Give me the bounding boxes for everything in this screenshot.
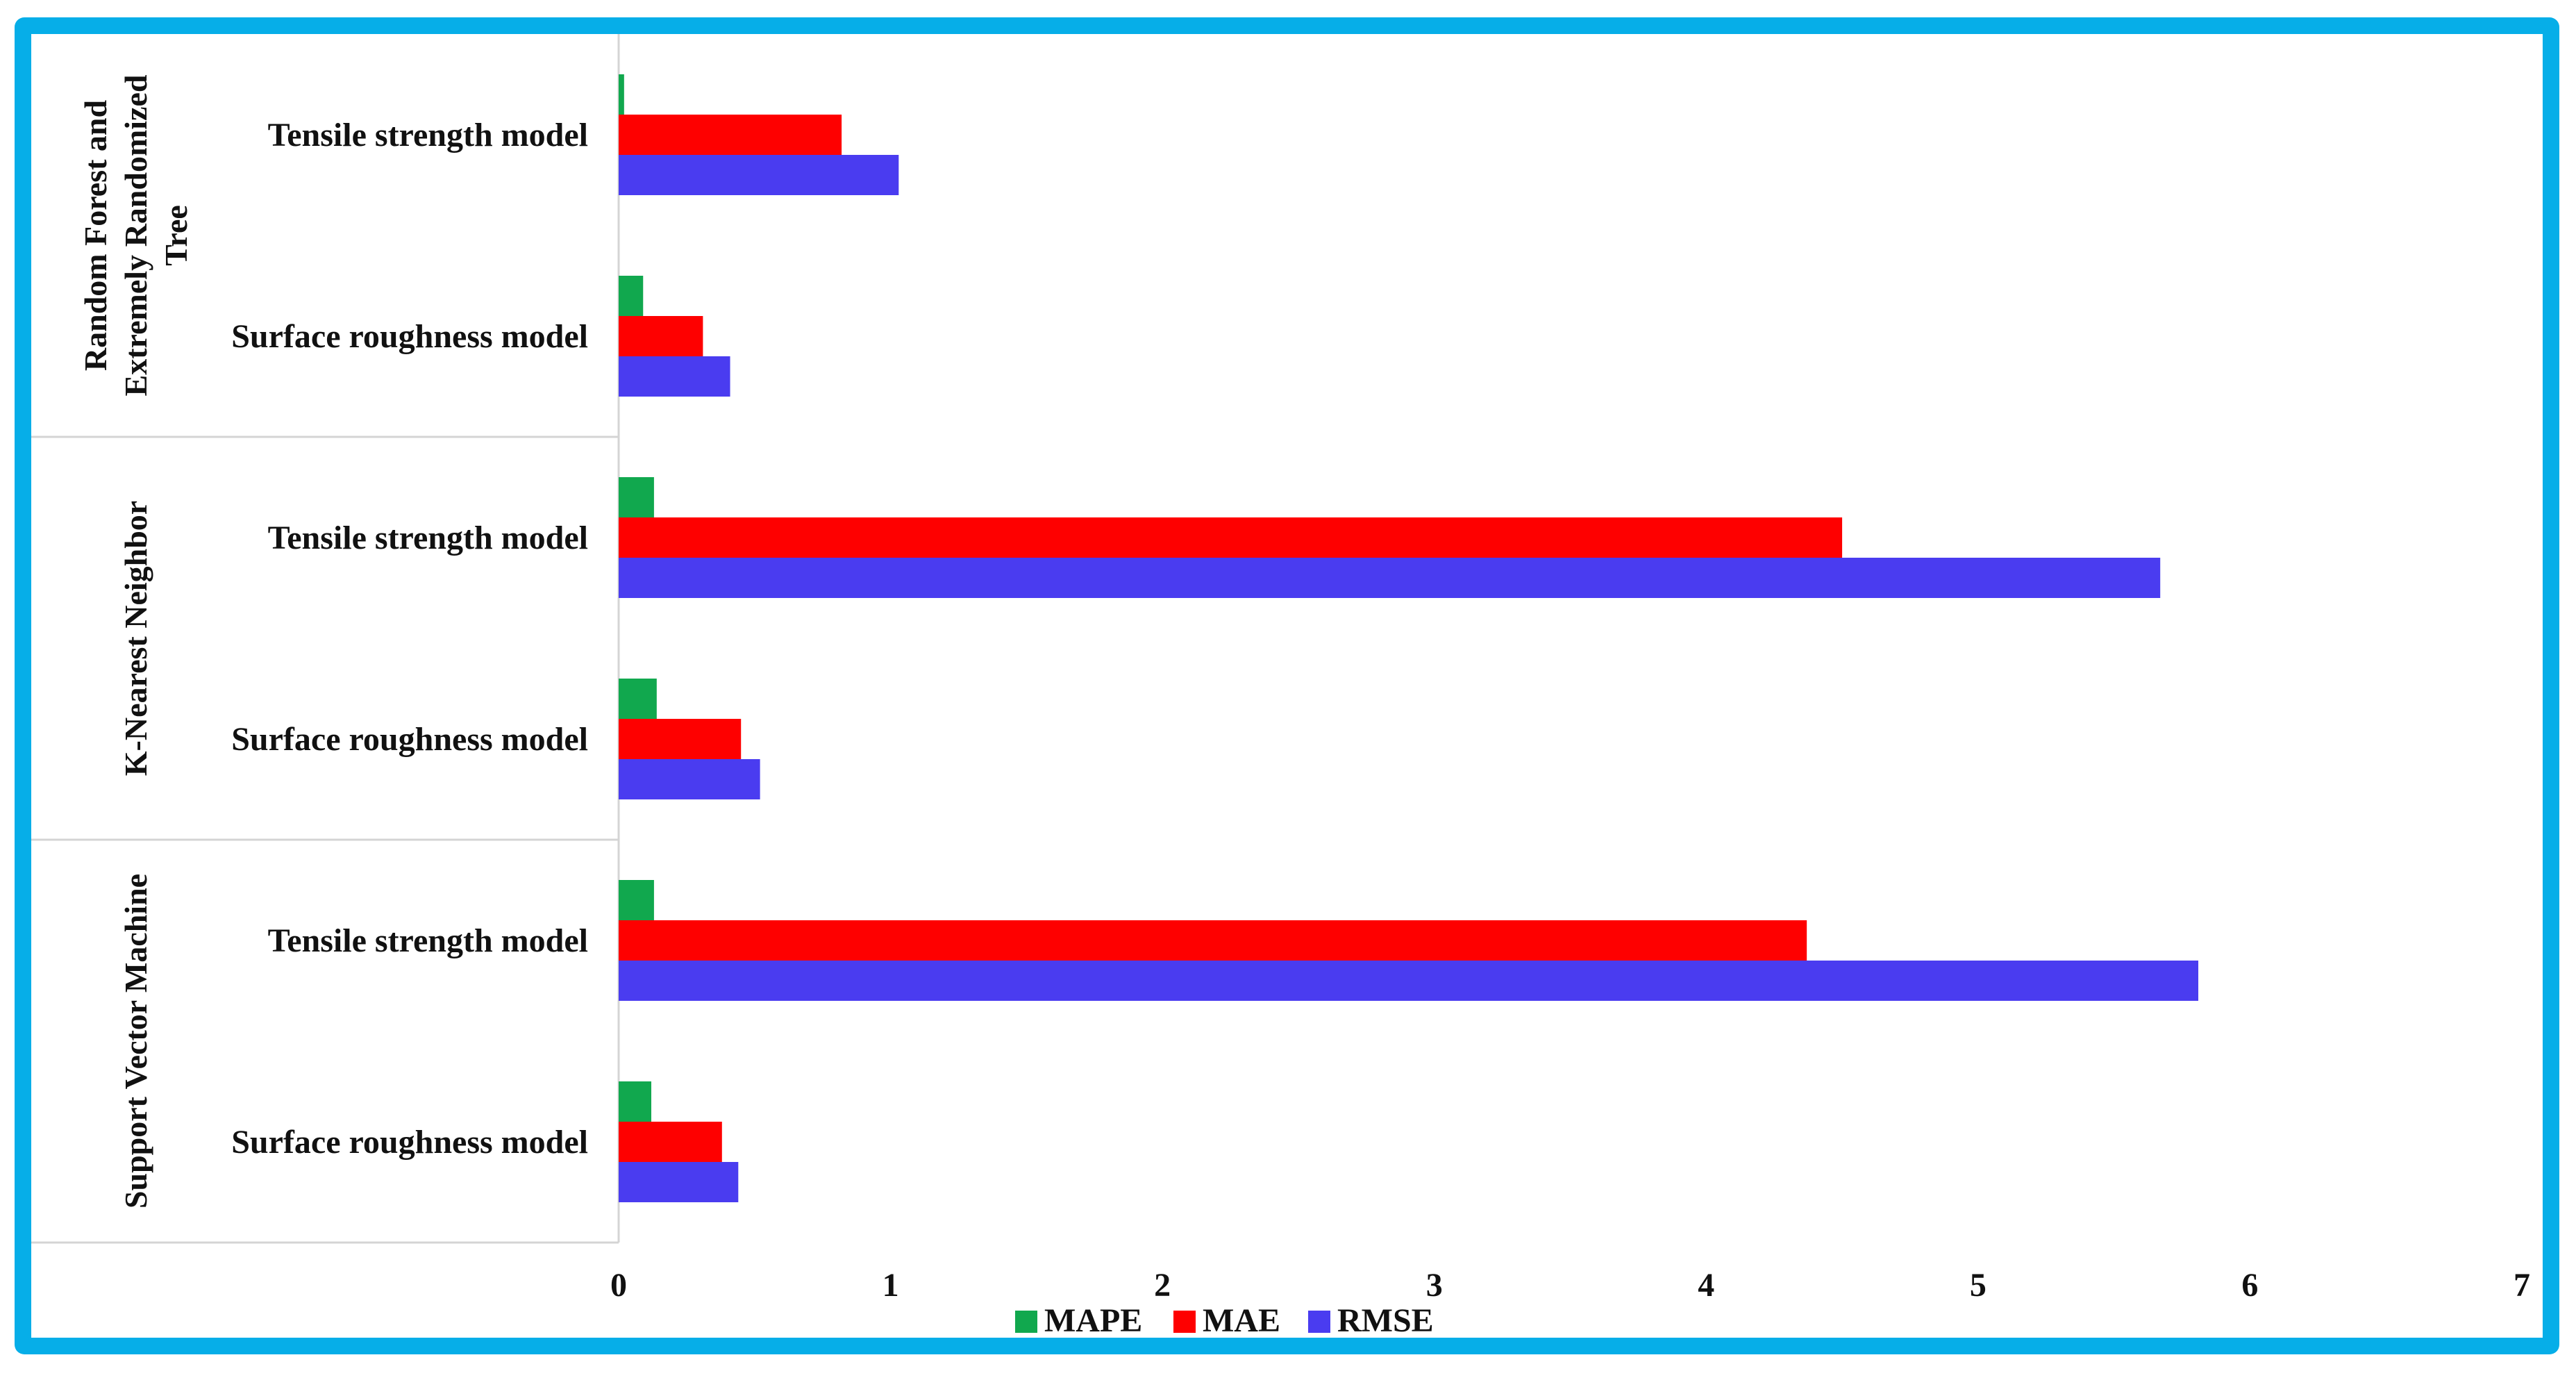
group-labels: Random Forest and Extremely Randomized Tre…: [78, 74, 194, 1209]
legend-label: MAPE: [1044, 1302, 1142, 1338]
bar-chart: Tensile strength model Surface roughness …: [31, 34, 2530, 1338]
category-label: Surface roughness model: [231, 318, 588, 355]
bar-rmse: [619, 558, 2161, 598]
bar-rmse: [619, 1162, 739, 1202]
x-tick-label: 7: [2514, 1267, 2530, 1304]
chart-frame: Tensile strength model Surface roughness …: [15, 17, 2559, 1354]
group-label-line: Extremely Randomized: [118, 74, 153, 396]
bar-mape: [619, 679, 657, 719]
bar-rmse: [619, 155, 899, 195]
x-tick-label: 5: [1970, 1267, 1987, 1304]
group-label-line: Random Forest and: [78, 99, 113, 371]
category-label: Surface roughness model: [231, 1124, 588, 1161]
legend: MAPE MAE RMSE: [1015, 1302, 1434, 1338]
bar-rmse: [619, 961, 2199, 1001]
bar-mape: [619, 1081, 651, 1122]
category-label: Tensile strength model: [268, 922, 588, 959]
legend-label: MAE: [1203, 1302, 1280, 1338]
bar-mape: [619, 276, 644, 316]
bar-mae: [619, 517, 1843, 558]
bar-mae: [619, 115, 842, 155]
bar-mae: [619, 316, 703, 356]
group-label-line: Support Vector Machine: [118, 874, 153, 1209]
category-label: Tensile strength model: [268, 520, 588, 556]
category-axis-structure: [31, 34, 620, 1244]
legend-swatch-rmse: [1308, 1311, 1330, 1333]
bar-mae: [619, 719, 742, 759]
bar-mae: [619, 920, 1807, 961]
bar-mae: [619, 1122, 722, 1162]
x-tick-label: 3: [1426, 1267, 1443, 1304]
bar-rmse: [619, 356, 730, 397]
x-tick-label: 0: [610, 1267, 627, 1304]
legend-swatch-mape: [1015, 1311, 1037, 1333]
group-label: Random Forest and Extremely Randomized Tre…: [78, 74, 194, 396]
bar-mape: [619, 880, 654, 920]
category-labels: Tensile strength model Surface roughness …: [231, 117, 588, 1161]
x-axis-ticks: 0 1 2 3 4 5 6 7: [610, 1267, 2530, 1304]
legend-label: RMSE: [1337, 1302, 1434, 1338]
group-label: Support Vector Machine: [118, 874, 153, 1209]
x-tick-label: 1: [883, 1267, 899, 1304]
x-tick-label: 4: [1698, 1267, 1714, 1304]
bar-mape: [619, 477, 654, 517]
bars: [619, 74, 2199, 1202]
bar-rmse: [619, 759, 760, 799]
legend-swatch-mae: [1173, 1311, 1196, 1333]
category-label: Surface roughness model: [231, 721, 588, 758]
bar-mape: [619, 74, 624, 115]
group-label: K-Nearest Neighbor: [118, 501, 153, 776]
category-label: Tensile strength model: [268, 117, 588, 153]
group-label-line: Tree: [158, 205, 194, 266]
x-tick-label: 6: [2241, 1267, 2258, 1304]
group-label-line: K-Nearest Neighbor: [118, 501, 153, 776]
x-tick-label: 2: [1154, 1267, 1171, 1304]
